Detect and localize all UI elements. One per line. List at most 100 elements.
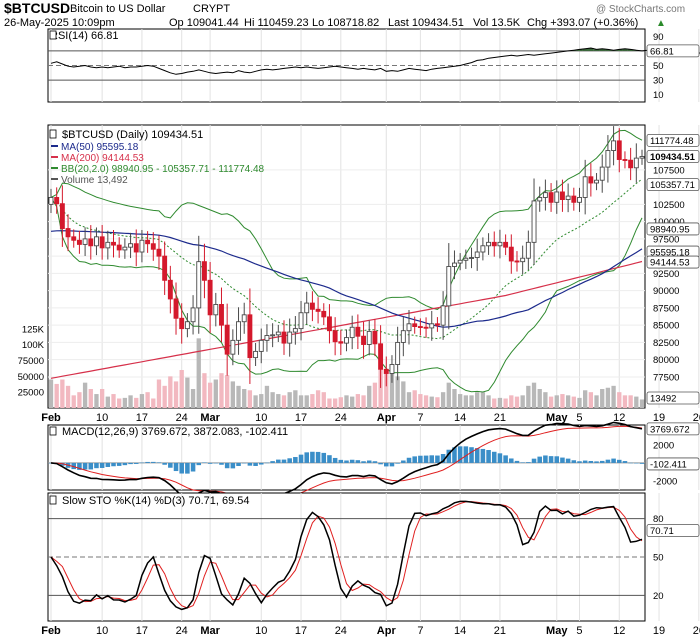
macd-histogram-bar — [247, 462, 253, 466]
volume-bar — [48, 379, 54, 408]
x-axis-label-bottom: 7 — [417, 625, 423, 637]
volume-bar — [156, 379, 162, 408]
macd-histogram-bar — [366, 460, 372, 463]
volume-bar — [99, 389, 105, 408]
candle — [88, 238, 94, 247]
candle — [82, 238, 88, 245]
up-arrow-icon: ▲ — [656, 18, 666, 29]
candle — [412, 323, 418, 328]
macd-histogram-bar — [543, 455, 548, 463]
candle — [207, 279, 213, 316]
volume-bar — [219, 373, 224, 408]
candle — [292, 328, 298, 333]
candle — [542, 192, 548, 198]
volume-bar — [230, 381, 236, 408]
volume-bar — [242, 389, 247, 408]
candle — [400, 330, 406, 343]
macd-histogram-bar — [355, 460, 361, 463]
candle — [139, 239, 145, 253]
macd-hist-tag-box — [646, 457, 700, 471]
macd-histogram-bar — [258, 462, 264, 465]
x-axis-label-bottom: 24 — [176, 625, 188, 637]
bollinger-lower — [50, 197, 643, 393]
candle — [508, 246, 514, 262]
macd-histogram-bar — [196, 462, 202, 466]
macd-histogram-bar — [599, 460, 605, 463]
candle — [99, 236, 105, 249]
volume-bar — [639, 399, 645, 408]
candle — [378, 343, 384, 370]
x-axis-label-bottom: 19 — [653, 625, 665, 637]
open-value: Op 109041.44 — [169, 17, 239, 29]
macd-histogram-bar — [372, 461, 378, 463]
volume-bar — [588, 392, 594, 408]
volume-bar — [554, 395, 559, 408]
candle — [327, 316, 332, 332]
macd-histogram-bar — [236, 462, 241, 466]
x-axis-label: May — [546, 412, 568, 424]
candle — [201, 261, 207, 281]
macd-histogram-bar — [440, 454, 446, 463]
price-tag-box — [646, 178, 700, 192]
macd-histogram-bar — [105, 462, 111, 467]
sto-d-line — [50, 501, 643, 609]
macd-histogram-bar — [315, 451, 321, 463]
macd-histogram-bar — [281, 459, 287, 463]
volume-bar — [526, 385, 531, 408]
price-tag: 95595.18 — [650, 248, 690, 259]
macd-histogram-bar — [412, 456, 417, 463]
macd-histogram-bar — [531, 458, 537, 463]
volume-bar — [548, 396, 554, 408]
candle — [338, 341, 344, 344]
macd-histogram-bar — [321, 452, 327, 463]
candle — [577, 197, 582, 203]
macd-histogram-bar — [520, 462, 525, 463]
candle — [616, 140, 622, 160]
volume-bar — [310, 394, 315, 408]
macd-histogram-bar — [457, 446, 463, 463]
volume-bar — [560, 394, 565, 408]
volume-bar — [293, 390, 298, 408]
macd-histogram-bar — [276, 459, 281, 463]
macd-histogram-bar — [77, 462, 82, 470]
x-axis-label-bottom: 24 — [335, 625, 347, 637]
volume-bar — [389, 373, 395, 408]
price-tick-label: 77500 — [653, 372, 679, 383]
price-tag: 105357.71 — [650, 180, 695, 191]
macd-histogram-bar — [486, 450, 491, 463]
candle — [275, 331, 281, 336]
price-title: $BTCUSD (Daily) 109434.51 — [62, 129, 203, 141]
macd-histogram-bar — [429, 455, 435, 463]
macd-histogram-bar — [639, 462, 645, 464]
macd-hist-tag: -102.411 — [650, 459, 687, 470]
candle — [173, 298, 179, 319]
volume-value: Vol 13.5K — [473, 17, 521, 29]
candle — [565, 195, 571, 200]
volume-bar — [139, 394, 145, 408]
last-value: Last 109434.51 — [388, 17, 464, 29]
volume-bar — [213, 379, 218, 408]
volume-bar — [594, 395, 599, 408]
macd-histogram-bar — [82, 462, 88, 470]
volume-bar — [253, 395, 258, 408]
volume-bar — [117, 398, 122, 408]
macd-pane: 20000-20003769.672-102.411MACD(12,26,9) … — [47, 421, 700, 502]
candle — [258, 339, 264, 352]
volume-bar — [514, 396, 520, 408]
exchange: CRYPT — [193, 3, 230, 15]
volume-bar — [179, 370, 184, 408]
candle — [224, 324, 230, 355]
legend-entry: MA(200) 94144.53 — [61, 153, 144, 164]
volume-bar — [401, 381, 406, 408]
volume-bar — [168, 376, 173, 408]
volume-bar — [406, 392, 412, 408]
macd-last-tag: 3769.672 — [650, 424, 690, 435]
volume-bar — [497, 397, 503, 408]
candle — [230, 339, 236, 355]
candle — [429, 323, 435, 329]
macd-histogram-bar — [60, 462, 65, 466]
volume-bar — [162, 385, 167, 408]
volume-bar — [287, 392, 292, 408]
macd-histogram-bar — [162, 462, 167, 465]
candle — [434, 323, 440, 326]
